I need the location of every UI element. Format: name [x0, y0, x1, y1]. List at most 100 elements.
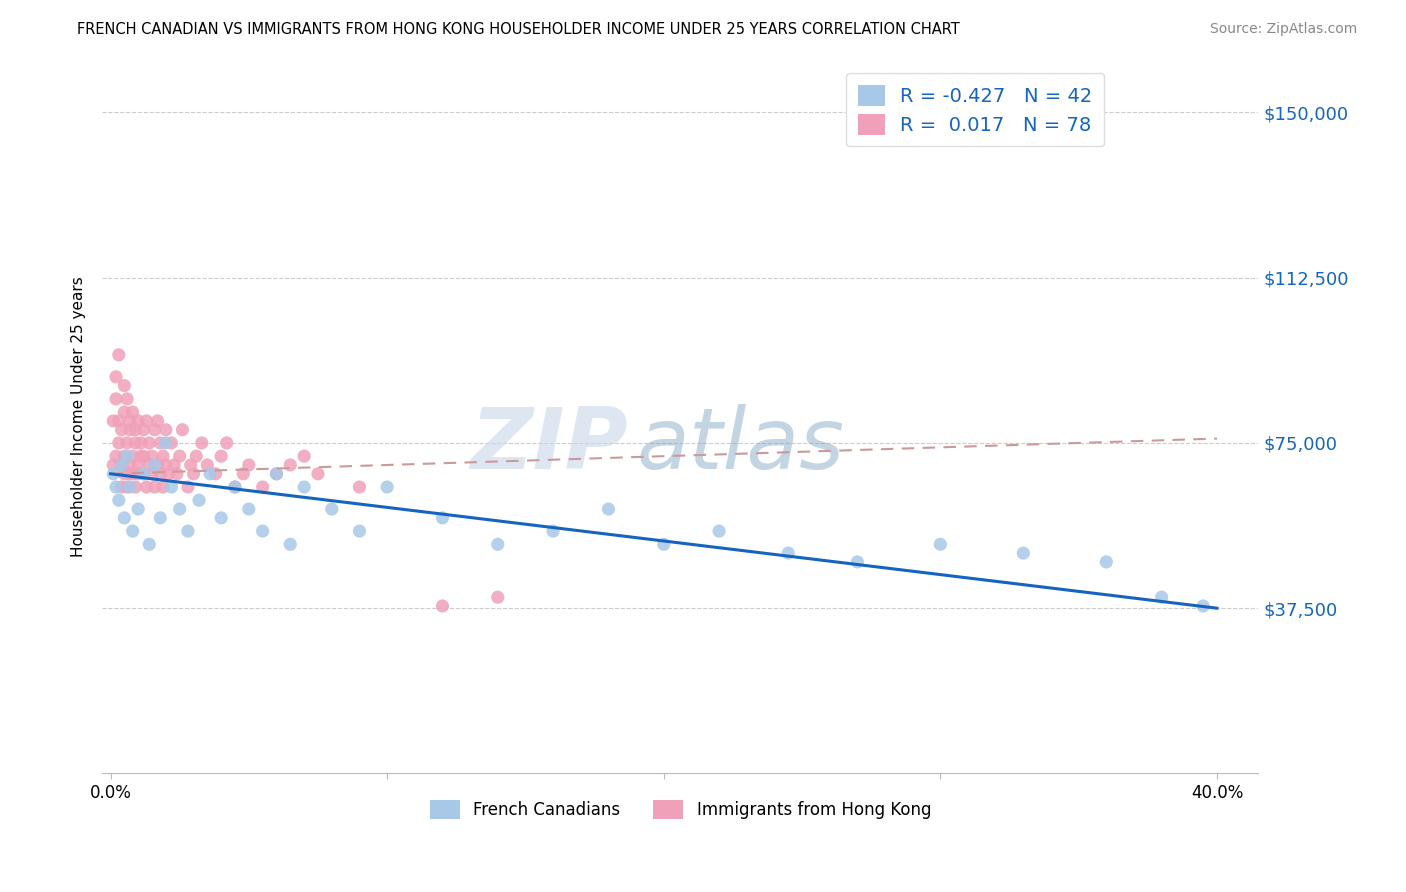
Point: [292, 449, 315, 463]
Point: [110, 423, 132, 437]
Point: [1095, 555, 1118, 569]
Y-axis label: Householder Income Under 25 years: Householder Income Under 25 years: [72, 277, 86, 557]
Point: [118, 467, 141, 481]
Point: [238, 502, 260, 516]
Text: atlas: atlas: [637, 403, 845, 486]
Point: [1150, 590, 1173, 604]
Point: [155, 423, 177, 437]
Point: [188, 493, 211, 508]
Point: [177, 524, 200, 538]
Point: [321, 502, 343, 516]
Point: [349, 524, 371, 538]
Point: [103, 467, 125, 481]
Point: [191, 436, 214, 450]
Point: [127, 414, 149, 428]
Point: [112, 405, 135, 419]
Point: [105, 369, 128, 384]
Point: [118, 480, 141, 494]
Point: [108, 436, 131, 450]
Point: [204, 467, 226, 481]
Point: [1192, 599, 1215, 613]
Point: [135, 414, 157, 428]
Point: [198, 467, 221, 481]
Point: [105, 449, 128, 463]
Point: [124, 480, 146, 494]
Point: [118, 423, 141, 437]
Point: [149, 511, 172, 525]
Point: [132, 423, 155, 437]
Point: [209, 511, 232, 525]
Point: [1012, 546, 1035, 560]
Point: [121, 467, 143, 481]
Point: [112, 511, 135, 525]
Point: [929, 537, 952, 551]
Point: [124, 436, 146, 450]
Point: [124, 423, 146, 437]
Point: [846, 555, 869, 569]
Point: [266, 467, 288, 481]
Point: [157, 467, 180, 481]
Point: [132, 449, 155, 463]
Point: [541, 524, 564, 538]
Point: [138, 436, 160, 450]
Point: [180, 458, 202, 472]
Point: [110, 480, 132, 494]
Point: [146, 458, 169, 472]
Point: [121, 524, 143, 538]
Point: [163, 458, 186, 472]
Point: [141, 449, 163, 463]
Point: [292, 480, 315, 494]
Point: [121, 449, 143, 463]
Point: [118, 414, 141, 428]
Point: [195, 458, 218, 472]
Point: [138, 458, 160, 472]
Point: [155, 458, 177, 472]
Point: [115, 480, 138, 494]
Point: [112, 467, 135, 481]
Point: [138, 537, 160, 551]
Point: [110, 458, 132, 472]
Point: [121, 405, 143, 419]
Text: ZIP: ZIP: [471, 403, 628, 486]
Point: [238, 458, 260, 472]
Legend: French Canadians, Immigrants from Hong Kong: French Canadians, Immigrants from Hong K…: [423, 794, 938, 826]
Point: [486, 537, 509, 551]
Point: [146, 414, 169, 428]
Point: [252, 524, 274, 538]
Point: [278, 537, 301, 551]
Point: [432, 511, 454, 525]
Point: [224, 480, 246, 494]
Point: [135, 480, 157, 494]
Point: [108, 414, 131, 428]
Point: [129, 436, 152, 450]
Point: [152, 449, 174, 463]
Point: [127, 458, 149, 472]
Point: [160, 480, 183, 494]
Point: [143, 480, 166, 494]
Point: [115, 392, 138, 406]
Point: [115, 436, 138, 450]
Point: [169, 449, 191, 463]
Point: [149, 436, 172, 450]
Point: [252, 480, 274, 494]
Point: [103, 414, 125, 428]
Point: [707, 524, 730, 538]
Point: [141, 467, 163, 481]
Point: [224, 480, 246, 494]
Text: FRENCH CANADIAN VS IMMIGRANTS FROM HONG KONG HOUSEHOLDER INCOME UNDER 25 YEARS C: FRENCH CANADIAN VS IMMIGRANTS FROM HONG …: [77, 22, 960, 37]
Point: [132, 467, 155, 481]
Point: [652, 537, 675, 551]
Point: [177, 480, 200, 494]
Point: [215, 436, 238, 450]
Point: [432, 599, 454, 613]
Point: [232, 467, 254, 481]
Point: [112, 378, 135, 392]
Point: [105, 392, 128, 406]
Point: [108, 493, 131, 508]
Point: [278, 458, 301, 472]
Text: Source: ZipAtlas.com: Source: ZipAtlas.com: [1209, 22, 1357, 37]
Point: [143, 423, 166, 437]
Point: [132, 467, 155, 481]
Point: [209, 449, 232, 463]
Point: [160, 436, 183, 450]
